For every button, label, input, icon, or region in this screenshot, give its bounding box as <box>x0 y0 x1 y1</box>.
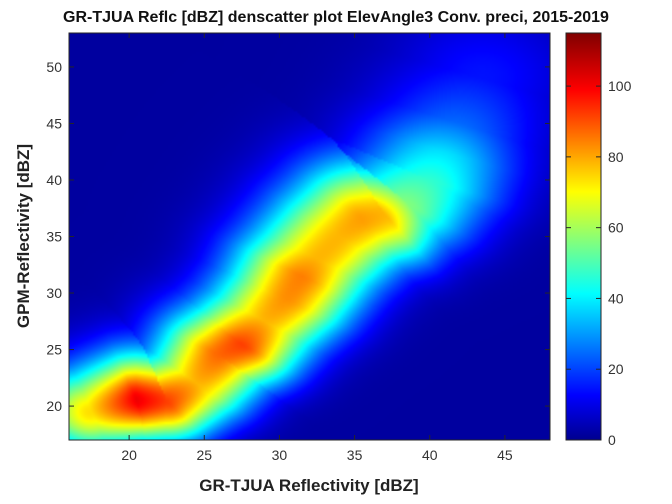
colorbar-tick-label: 80 <box>608 149 624 165</box>
colorbar-tick-label: 60 <box>608 220 624 236</box>
x-axis: 20 25 30 35 40 45 <box>121 33 513 463</box>
x-axis-title: GR-TJUA Reflectivity [dBZ] <box>199 476 418 495</box>
y-tick-label: 30 <box>46 285 62 301</box>
chart-title: GR-TJUA Reflc [dBZ] denscatter plot Elev… <box>63 9 609 26</box>
x-tick-label: 35 <box>347 447 363 463</box>
y-tick-label: 35 <box>46 229 62 245</box>
x-tick-label: 45 <box>497 447 513 463</box>
y-tick-label: 45 <box>46 115 62 131</box>
colorbar-tick-label: 40 <box>608 290 624 306</box>
colorbar-tick-label: 0 <box>608 432 616 448</box>
x-tick-label: 25 <box>196 447 212 463</box>
y-axis-title: GPM-Reflectivity [dBZ] <box>14 144 33 328</box>
x-tick-label: 40 <box>422 447 438 463</box>
y-axis: 20 25 30 35 40 45 50 <box>46 59 550 414</box>
x-tick-label: 20 <box>121 447 137 463</box>
colorbar-axis: 0 20 40 60 80 100 <box>566 78 632 448</box>
density-heatmap <box>69 33 550 440</box>
y-tick-label: 20 <box>46 398 62 414</box>
y-tick-label: 40 <box>46 172 62 188</box>
y-tick-label: 50 <box>46 59 62 75</box>
x-tick-label: 30 <box>272 447 288 463</box>
colorbar <box>565 32 602 441</box>
colorbar-tick-label: 20 <box>608 361 624 377</box>
y-tick-label: 25 <box>46 342 62 358</box>
colorbar-tick-label: 100 <box>608 78 632 94</box>
